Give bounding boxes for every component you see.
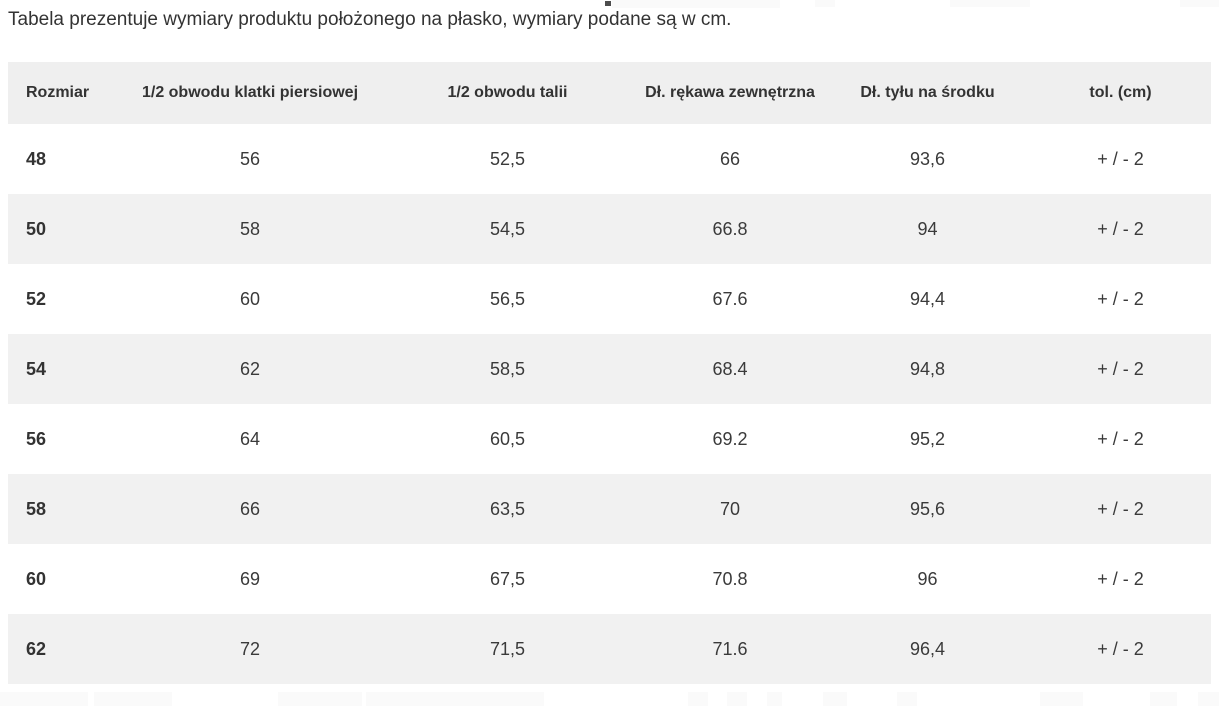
value-cell: 63,5 [380, 474, 635, 544]
value-cell: 70.8 [712, 568, 748, 589]
cropped-row-artifact [278, 692, 362, 706]
column-header: 1/2 obwodu talii [380, 62, 635, 124]
value-cell: 94 [825, 194, 1030, 264]
value-cell: 95,2 [909, 428, 946, 449]
size-cell: 52 [26, 288, 47, 309]
value-cell: 94,4 [909, 288, 946, 309]
cropped-row-artifact [823, 692, 847, 706]
value-cell: 93,6 [909, 148, 946, 169]
cropped-row-artifact [1150, 692, 1177, 706]
table-header-row: Rozmiar 1/2 obwodu klatki piersiowej 1/2 o… [8, 62, 1211, 124]
value-cell: 96,4 [825, 614, 1030, 684]
value-cell: 60,5 [489, 428, 526, 449]
value-cell: 95,6 [825, 474, 1030, 544]
value-cell: 64 [239, 428, 261, 449]
value-cell: + / - 2 [1097, 288, 1144, 309]
size-cell: 56 [26, 428, 47, 449]
table-row: 60 69 67,5 70.8 96 + / - 2 [8, 544, 1211, 614]
cropped-row-artifact [1040, 692, 1083, 706]
value-cell: + / - 2 [1097, 568, 1144, 589]
intro-text: Tabela prezentuje wymiary produktu położ… [8, 9, 732, 30]
value-cell: 96 [917, 568, 938, 589]
value-cell: 94,8 [825, 334, 1030, 404]
value-cell: 56 [239, 148, 261, 169]
value-cell: + / - 2 [1030, 334, 1211, 404]
cropped-content-artifact [612, 0, 780, 8]
value-cell: 60 [239, 288, 261, 309]
cropped-row-artifact [727, 692, 747, 706]
value-cell: 56,5 [489, 288, 526, 309]
size-cell: 58 [8, 474, 120, 544]
cropped-content-artifact [815, 0, 835, 7]
value-cell: 54,5 [380, 194, 635, 264]
column-header-size: Rozmiar [8, 62, 120, 124]
size-cell: 60 [26, 568, 47, 589]
value-cell: 68.4 [635, 334, 825, 404]
cropped-row-artifact [897, 692, 917, 706]
cropped-row-artifact [0, 692, 88, 706]
value-cell: 52,5 [489, 148, 526, 169]
value-cell: 58,5 [380, 334, 635, 404]
value-cell: 67.6 [712, 288, 748, 309]
size-table: Rozmiar 1/2 obwodu klatki piersiowej 1/2 o… [8, 62, 1211, 684]
column-header: tol. (cm) [1030, 62, 1211, 124]
cropped-row-artifact [688, 692, 708, 706]
value-cell: 69 [239, 568, 261, 589]
cropped-content-artifact [605, 1, 611, 6]
value-cell: 71.6 [635, 614, 825, 684]
value-cell: 66 [120, 474, 380, 544]
value-cell: 72 [120, 614, 380, 684]
value-cell: 70 [635, 474, 825, 544]
table-row: 54 62 58,5 68.4 94,8 + / - 2 [8, 334, 1211, 404]
value-cell: 66 [719, 148, 741, 169]
size-cell: 62 [8, 614, 120, 684]
size-cell: 54 [8, 334, 120, 404]
table-row: 56 64 60,5 69.2 95,2 + / - 2 [8, 404, 1211, 474]
size-table-container: Rozmiar 1/2 obwodu klatki piersiowej 1/2 o… [8, 62, 1211, 684]
table-row: 62 72 71,5 71.6 96,4 + / - 2 [8, 614, 1211, 684]
value-cell: + / - 2 [1030, 474, 1211, 544]
cropped-content-artifact [950, 0, 1030, 7]
cropped-row-artifact [94, 692, 172, 706]
table-row: 58 66 63,5 70 95,6 + / - 2 [8, 474, 1211, 544]
table-row: 52 60 56,5 67.6 94,4 + / - 2 [8, 264, 1211, 334]
column-header: 1/2 obwodu klatki piersiowej [120, 62, 380, 124]
cropped-content-artifact [1180, 0, 1219, 7]
column-header: Dł. rękawa zewnętrzna [635, 62, 825, 124]
value-cell: 66.8 [635, 194, 825, 264]
size-cell: 48 [26, 148, 47, 169]
value-cell: 69.2 [712, 428, 748, 449]
cropped-row-artifact [767, 692, 782, 706]
size-cell: 50 [8, 194, 120, 264]
table-row: 48 56 52,5 66 93,6 + / - 2 [8, 124, 1211, 194]
value-cell: 67,5 [489, 568, 526, 589]
value-cell: + / - 2 [1097, 428, 1144, 449]
value-cell: + / - 2 [1097, 148, 1144, 169]
value-cell: 58 [120, 194, 380, 264]
cropped-row-artifact [1198, 692, 1219, 706]
value-cell: + / - 2 [1030, 614, 1211, 684]
value-cell: + / - 2 [1030, 194, 1211, 264]
value-cell: 62 [120, 334, 380, 404]
table-row: 50 58 54,5 66.8 94 + / - 2 [8, 194, 1211, 264]
column-header: Dł. tyłu na środku [825, 62, 1030, 124]
value-cell: 71,5 [380, 614, 635, 684]
cropped-row-artifact [366, 692, 544, 706]
